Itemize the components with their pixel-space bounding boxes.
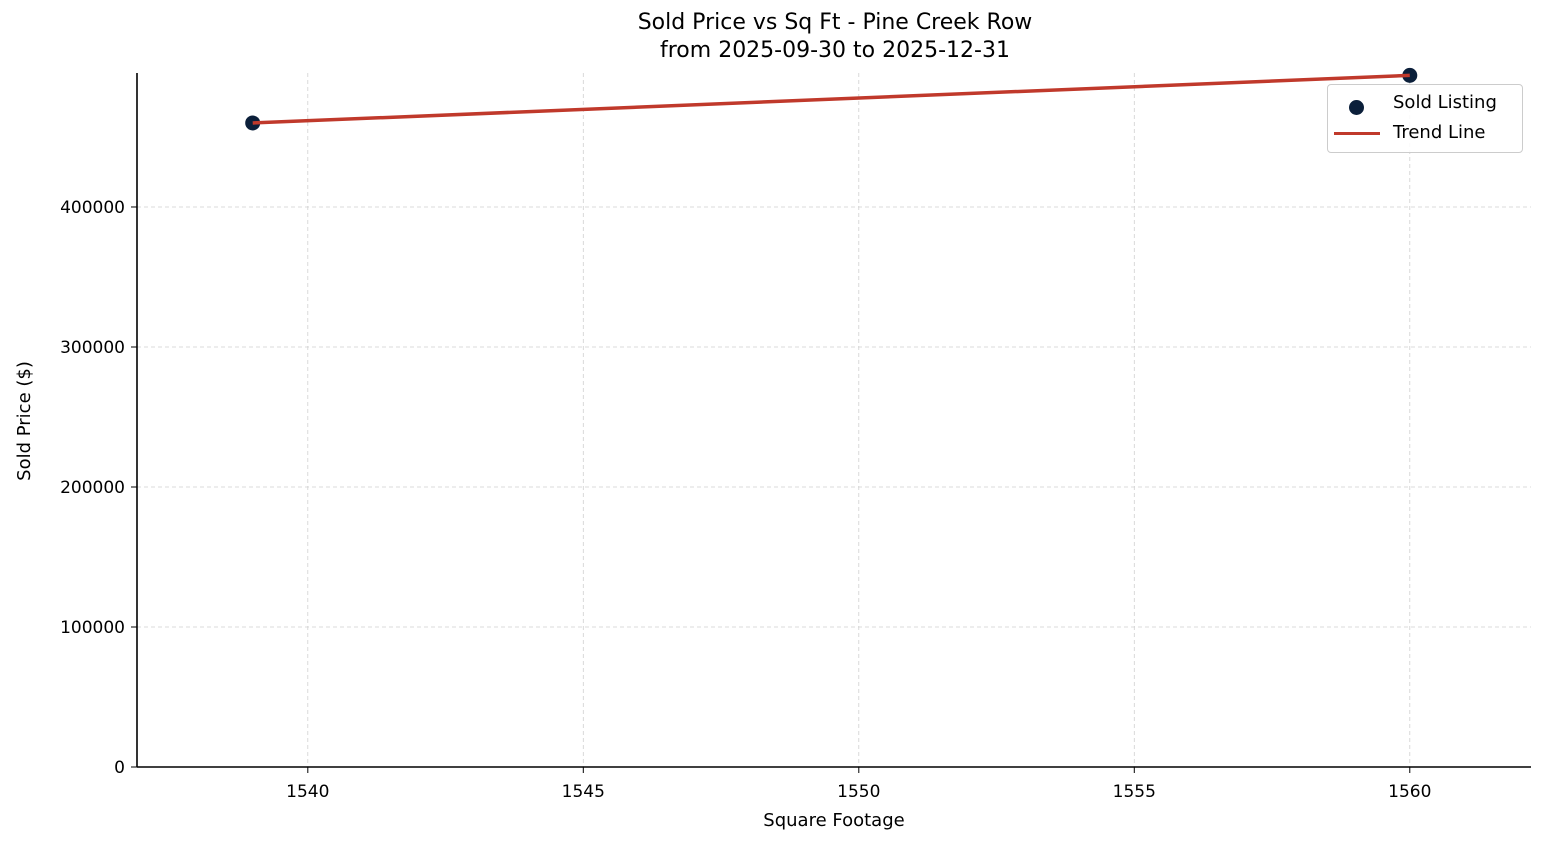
axes	[131, 73, 1531, 773]
x-tick-label: 1540	[286, 782, 329, 802]
grid-lines	[137, 73, 1531, 767]
data-series	[245, 67, 1418, 131]
x-tick-label: 1545	[562, 782, 605, 802]
y-axis-label: Sold Price ($)	[14, 361, 35, 481]
scatter-marker-icon	[1349, 100, 1364, 115]
y-tick-label: 200000	[60, 478, 125, 498]
y-tick-label: 100000	[60, 618, 125, 638]
legend-label: Sold Listing	[1393, 92, 1497, 113]
x-tick-label: 1550	[837, 782, 880, 802]
legend-label: Trend Line	[1393, 122, 1486, 143]
x-tick-label: 1560	[1388, 782, 1431, 802]
line-marker-icon	[1334, 132, 1380, 135]
x-axis-label: Square Footage	[763, 810, 904, 831]
legend: Sold Listing Trend Line	[1327, 84, 1523, 153]
legend-item-trend-line: Trend Line	[1328, 119, 1522, 147]
y-tick-label: 300000	[60, 338, 125, 358]
tick-labels: 1540 1545 1550 1555 1560 0 100000 200000 300000 4…	[60, 198, 1431, 802]
y-tick-label: 400000	[60, 198, 125, 218]
chart-subtitle: from 2025-09-30 to 2025-12-31	[660, 38, 1010, 63]
y-tick-label: 0	[114, 758, 125, 778]
x-tick-label: 1555	[1113, 782, 1156, 802]
legend-item-sold-listing: Sold Listing	[1328, 89, 1522, 117]
chart-title: Sold Price vs Sq Ft - Pine Creek Row	[637, 10, 1033, 35]
trend-line	[252, 73, 1410, 125]
